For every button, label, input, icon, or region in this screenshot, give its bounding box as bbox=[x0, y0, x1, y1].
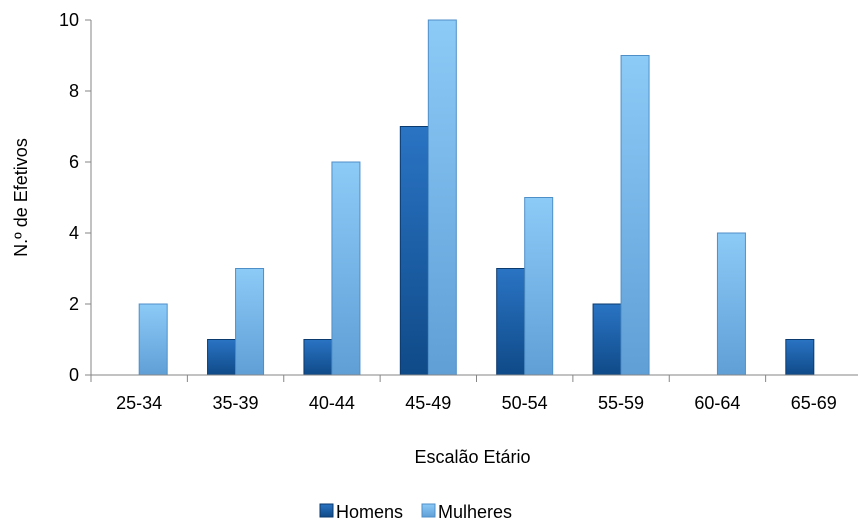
x-tick-label: 65-69 bbox=[791, 393, 837, 413]
x-tick-label: 45-49 bbox=[405, 393, 451, 413]
bars-group bbox=[138, 19, 815, 376]
legend-swatch-mulheres bbox=[421, 503, 436, 518]
y-ticks-group: 0 2 4 6 8 10 bbox=[59, 10, 91, 385]
x-tick-label: 50-54 bbox=[502, 393, 548, 413]
y-tick-label: 6 bbox=[69, 152, 79, 172]
x-tick-label: 25-34 bbox=[116, 393, 162, 413]
bar-homens-35-39 bbox=[207, 339, 237, 376]
bar-mulheres-40-44 bbox=[331, 161, 361, 376]
x-tick-label: 35-39 bbox=[213, 393, 259, 413]
x-tick-label: 40-44 bbox=[309, 393, 355, 413]
y-axis-title: N.º de Efetivos bbox=[11, 138, 31, 257]
x-axis-title: Escalão Etário bbox=[414, 447, 530, 467]
bar-mulheres-35-39 bbox=[235, 268, 265, 376]
y-tick-label: 0 bbox=[69, 365, 79, 385]
bar-homens-45-49 bbox=[399, 126, 429, 376]
bar-mulheres-60-64 bbox=[716, 232, 746, 376]
bar-mulheres-50-54 bbox=[524, 197, 554, 376]
legend-label-mulheres: Mulheres bbox=[438, 502, 512, 522]
bar-mulheres-25-34 bbox=[138, 303, 168, 376]
bar-homens-50-54 bbox=[496, 268, 526, 376]
legend-swatch-homens bbox=[319, 503, 334, 518]
y-tick-label: 2 bbox=[69, 294, 79, 314]
bar-mulheres-55-59 bbox=[620, 55, 650, 376]
bar-homens-55-59 bbox=[592, 303, 622, 376]
bar-mulheres-45-49 bbox=[427, 19, 457, 376]
x-tick-label: 60-64 bbox=[694, 393, 740, 413]
x-tick-label: 55-59 bbox=[598, 393, 644, 413]
legend: Homens Mulheres bbox=[319, 502, 512, 522]
x-ticks-group: 25-34 35-39 40-44 45-49 50-54 55-59 60-64 65-69 bbox=[90, 375, 837, 413]
y-tick-label: 4 bbox=[69, 223, 79, 243]
bar-homens-65-69 bbox=[785, 339, 815, 376]
y-tick-label: 8 bbox=[69, 81, 79, 101]
y-tick-label: 10 bbox=[59, 10, 79, 30]
legend-label-homens: Homens bbox=[336, 502, 403, 522]
bar-homens-40-44 bbox=[303, 339, 333, 376]
